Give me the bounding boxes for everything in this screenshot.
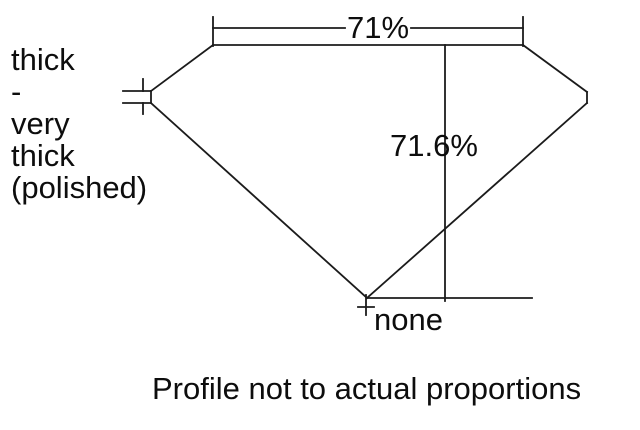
girdle-thickness-label-line: thick [11, 138, 75, 173]
crown-right-edge [521, 43, 589, 94]
footnote-text: Profile not to actual proportions [152, 371, 582, 406]
table-width-percentage-label: 71% [347, 10, 410, 45]
crown-left-edge [149, 43, 215, 93]
girdle-thickness-ticks [122, 78, 152, 115]
girdle-thickness-label-line: (polished) [11, 170, 148, 205]
girdle-thickness-label-line: very [11, 106, 70, 141]
girdle-thickness-label-line: - [11, 74, 22, 109]
table-width-dimension [212, 16, 524, 47]
total-depth-percentage-label: 71.6% [390, 128, 478, 163]
diamond-outline [149, 43, 589, 300]
pavilion-left-edge [149, 101, 369, 300]
culet-size-label: none [374, 302, 443, 337]
girdle-thickness-label-line: thick [11, 42, 75, 77]
girdle-thickness-label: thick - very thick (polished) [11, 44, 147, 204]
pavilion-right-edge [365, 101, 589, 300]
culet-marker [357, 294, 375, 316]
